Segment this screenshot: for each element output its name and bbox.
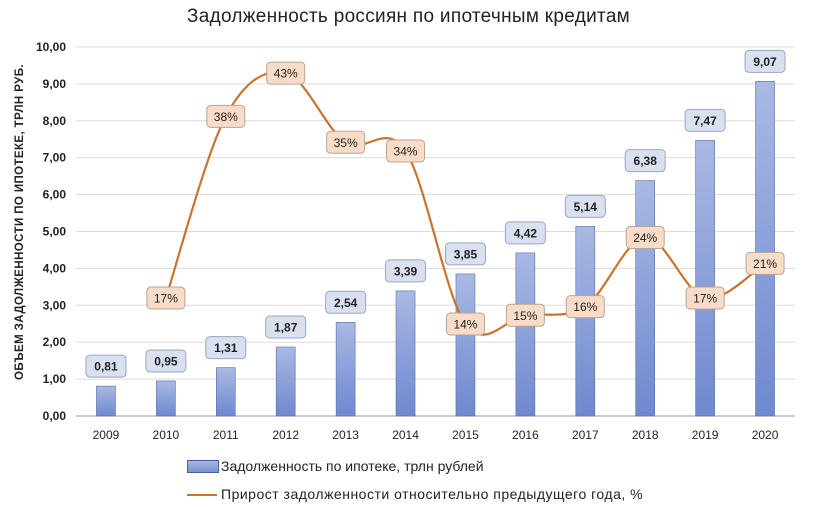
bar-label-box xyxy=(444,242,486,266)
bar-label-box xyxy=(504,221,546,245)
y-tick-label: 10,00 xyxy=(36,40,66,54)
bar-label-box xyxy=(85,354,127,378)
x-tick-label: 2018 xyxy=(632,428,659,442)
pct-label-box xyxy=(206,104,246,128)
pct-label: 16% xyxy=(573,300,597,314)
pct-label-box xyxy=(146,286,186,310)
bar-label-box xyxy=(145,349,187,373)
pct-label: 35% xyxy=(334,136,358,150)
bar-label: 7,47 xyxy=(693,114,717,128)
y-tick-label: 6,00 xyxy=(43,188,67,202)
legend-line-swatch xyxy=(187,494,217,496)
bar xyxy=(635,180,656,417)
pct-label-box xyxy=(326,130,366,154)
pct-label-box xyxy=(565,295,605,319)
y-tick-label: 0,00 xyxy=(43,409,67,423)
x-tick-label: 2010 xyxy=(153,428,180,442)
y-tick-label: 9,00 xyxy=(43,77,67,91)
bar xyxy=(395,290,416,417)
pct-label: 17% xyxy=(693,292,717,306)
pct-label: 15% xyxy=(513,309,537,323)
bar-label: 4,42 xyxy=(514,226,538,240)
y-tick-label: 8,00 xyxy=(43,114,67,128)
y-tick-label: 1,00 xyxy=(43,372,67,386)
bar-label: 6,38 xyxy=(634,154,658,168)
bar xyxy=(275,346,296,417)
bar-label-box xyxy=(205,336,247,360)
bar-label: 3,39 xyxy=(394,264,418,278)
bar-label-box xyxy=(385,259,427,283)
bar xyxy=(335,321,356,417)
bar-label: 5,14 xyxy=(574,200,598,214)
bar-label: 1,31 xyxy=(214,341,238,355)
data-labels: 0,81 0,95 1,31 1,87 2,54 3,39 3,85 4,42 5,14 6,38… xyxy=(85,49,786,378)
bar-label-box xyxy=(624,149,666,173)
bar xyxy=(515,252,536,417)
pct-label-box xyxy=(386,139,426,163)
x-tick-label: 2016 xyxy=(512,428,539,442)
y-tick-label: 4,00 xyxy=(43,261,67,275)
pct-label: 14% xyxy=(453,317,477,331)
x-tick-label: 2015 xyxy=(452,428,479,442)
bar-label: 3,85 xyxy=(454,247,478,261)
grid-lines xyxy=(76,46,795,417)
bar xyxy=(215,367,236,417)
y-tick-label: 7,00 xyxy=(43,151,67,165)
legend-bar-label: Задолженность по ипотеке, трлн рублей xyxy=(221,458,484,474)
y-tick-label: 2,00 xyxy=(43,335,67,349)
chart-title: Задолженность россиян по ипотечным креди… xyxy=(186,6,631,27)
bar xyxy=(575,226,596,417)
pct-label: 43% xyxy=(274,67,298,81)
x-tick-label: 2014 xyxy=(392,428,419,442)
bar-label: 2,54 xyxy=(334,296,358,310)
x-tick-label: 2011 xyxy=(213,428,239,442)
y-tick-label: 5,00 xyxy=(43,225,67,239)
pct-label: 24% xyxy=(633,231,657,245)
pct-label: 21% xyxy=(753,257,777,271)
x-tick-label: 2019 xyxy=(692,428,719,442)
pct-label: 34% xyxy=(394,144,418,158)
bar xyxy=(96,385,116,417)
bar-label: 0,81 xyxy=(94,360,118,374)
pct-label: 17% xyxy=(154,292,178,306)
bar xyxy=(695,140,715,417)
bar-label: 9,07 xyxy=(753,55,777,69)
x-tick-label: 2013 xyxy=(332,428,359,442)
bars xyxy=(96,81,775,417)
axis-ticks: 0,00 1,00 2,00 3,00 4,00 5,00 6,00 7,00 8,00 9,00… xyxy=(36,40,779,442)
x-tick-label: 2012 xyxy=(272,428,299,442)
pct-label-box xyxy=(685,286,725,310)
bar-label-box xyxy=(325,290,367,314)
pct-label-box xyxy=(505,303,545,327)
bar xyxy=(156,380,176,417)
x-tick-label: 2009 xyxy=(93,428,120,442)
y-tick-label: 3,00 xyxy=(43,298,67,312)
pct-label-box xyxy=(745,251,785,275)
legend-line-label: Прирост задолженности относительно преды… xyxy=(221,486,644,502)
x-tick-label: 2020 xyxy=(752,428,779,442)
bar-label-box xyxy=(265,315,307,339)
pct-label-box xyxy=(266,61,306,85)
pct-label: 38% xyxy=(214,110,238,124)
bar-label-box xyxy=(684,108,726,132)
bar-label-box xyxy=(744,49,786,73)
bar-label-box xyxy=(564,194,606,218)
bar-label: 0,95 xyxy=(154,354,178,368)
x-tick-label: 2017 xyxy=(572,428,599,442)
bar xyxy=(755,81,775,417)
pct-label-box xyxy=(625,225,665,249)
legend-bar-swatch xyxy=(187,460,219,473)
bar xyxy=(455,273,476,417)
bar-label: 1,87 xyxy=(274,320,298,334)
pct-label-box xyxy=(445,312,485,336)
